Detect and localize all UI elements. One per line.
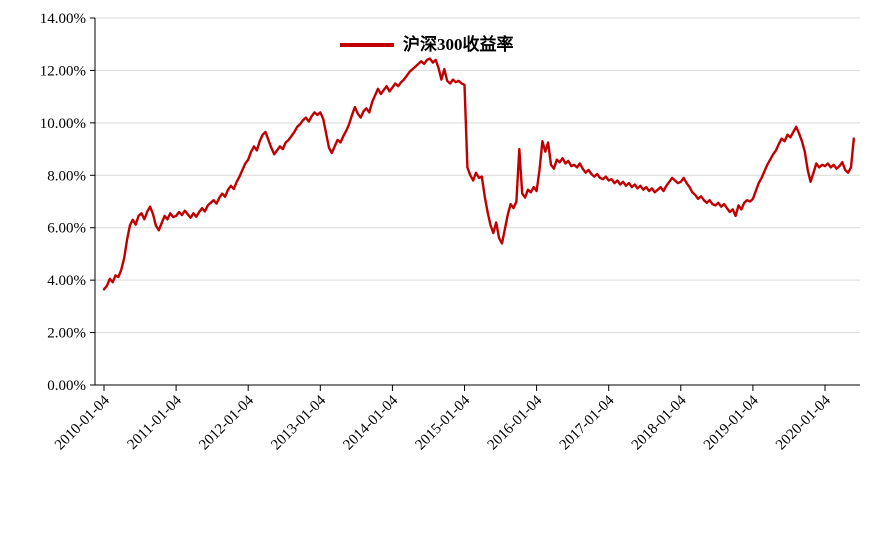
- y-tick-label: 10.00%: [40, 116, 86, 132]
- y-axis-labels: 0.00% 2.00% 4.00% 6.00% 8.00% 10.00% 12.00% 14.…: [40, 11, 86, 394]
- y-axis-ticks: [90, 17, 95, 386]
- x-tick-label: 2018-01-04: [629, 392, 690, 453]
- y-tick-label: 14.00%: [40, 11, 86, 27]
- legend: 沪深300收益率: [340, 36, 514, 53]
- y-tick-label: 2.00%: [47, 326, 86, 342]
- axes: [94, 18, 860, 386]
- x-tick-label: 2010-01-04: [52, 392, 113, 453]
- y-tick-label: 12.00%: [40, 63, 86, 79]
- x-axis-labels: 2010-01-04 2011-01-04 2012-01-04 2013-01-04…: [52, 392, 834, 453]
- x-tick-label: 2011-01-04: [125, 392, 186, 453]
- x-tick-label: 2016-01-04: [485, 392, 546, 453]
- y-tick-label: 0.00%: [47, 378, 86, 394]
- x-tick-label: 2013-01-04: [268, 392, 329, 453]
- y-tick-label: 6.00%: [47, 221, 86, 237]
- y-tick-label: 4.00%: [47, 273, 86, 289]
- x-tick-label: 2020-01-04: [773, 392, 834, 453]
- y-tick-label: 8.00%: [47, 168, 86, 184]
- x-tick-label: 2017-01-04: [557, 392, 618, 453]
- gridlines: [95, 17, 860, 334]
- x-tick-label: 2014-01-04: [340, 392, 401, 453]
- legend-line-swatch: [340, 42, 394, 47]
- series-line: [102, 57, 855, 291]
- legend-label: 沪深300收益率: [403, 35, 514, 54]
- x-tick-label: 2015-01-04: [413, 392, 474, 453]
- x-tick-label: 2019-01-04: [701, 392, 762, 453]
- x-tick-label: 2012-01-04: [196, 392, 257, 453]
- x-axis-ticks: [103, 385, 826, 391]
